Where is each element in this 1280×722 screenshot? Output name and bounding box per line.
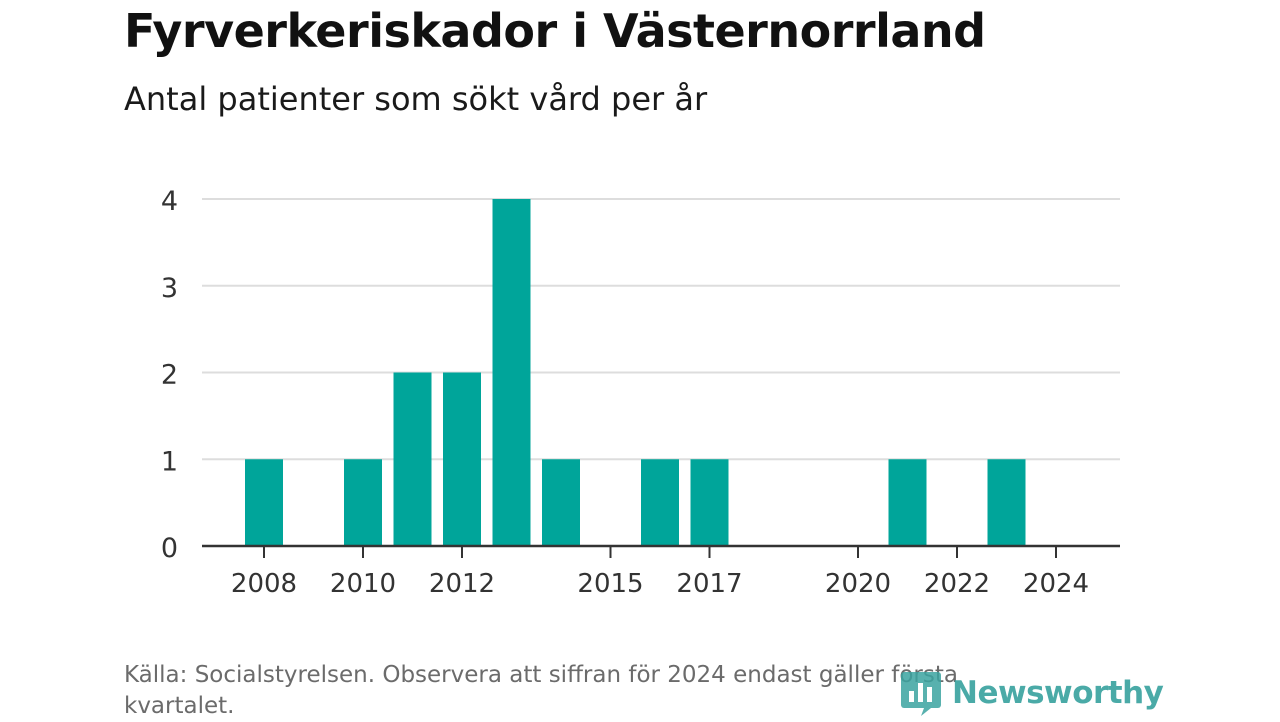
x-tick-label: 2022 bbox=[924, 569, 990, 599]
bar-2017 bbox=[690, 459, 729, 546]
bar-2012 bbox=[443, 372, 481, 546]
y-axis-ticks: 0 1 2 3 4 bbox=[161, 186, 178, 564]
bars bbox=[245, 199, 1026, 546]
bar-chart: 0 1 2 3 4 2008 2010 2012 2015 2017 2020 2022 2024 bbox=[161, 186, 1120, 599]
x-tick-label: 2020 bbox=[825, 569, 891, 599]
x-tick-label: 2015 bbox=[577, 569, 643, 599]
x-tick-label: 2012 bbox=[429, 569, 495, 599]
y-tick-label: 2 bbox=[161, 360, 178, 391]
x-tick-label: 2008 bbox=[231, 569, 297, 599]
x-tick-label: 2017 bbox=[676, 569, 742, 599]
newsworthy-logo: Newsworthy bbox=[900, 668, 1164, 718]
chart-title: Fyrverkeriskador i Västernorrland bbox=[124, 4, 986, 58]
bar-2013 bbox=[492, 199, 531, 546]
bar-2021 bbox=[888, 459, 927, 546]
newsworthy-logo-text: Newsworthy bbox=[952, 675, 1164, 711]
y-tick-label: 3 bbox=[161, 273, 178, 304]
newsworthy-logo-icon bbox=[901, 672, 941, 716]
y-tick-label: 1 bbox=[161, 446, 178, 477]
grid-lines bbox=[202, 198, 1120, 461]
bar-2023 bbox=[987, 459, 1026, 546]
bar-2014 bbox=[542, 459, 580, 546]
bar-2010 bbox=[344, 459, 382, 546]
x-tick-label: 2010 bbox=[330, 569, 396, 599]
x-tick-label: 2024 bbox=[1023, 569, 1089, 599]
bar-2016 bbox=[641, 459, 679, 546]
bar-2011 bbox=[393, 372, 432, 546]
y-tick-label: 0 bbox=[161, 533, 178, 564]
bar-2008 bbox=[245, 459, 283, 546]
chart-subtitle: Antal patienter som sökt vård per år bbox=[124, 80, 708, 118]
source-note: Källa: Socialstyrelsen. Observera att si… bbox=[124, 662, 958, 719]
y-tick-label: 4 bbox=[161, 186, 178, 217]
x-axis: 2008 2010 2012 2015 2017 2020 2022 2024 bbox=[202, 544, 1120, 599]
